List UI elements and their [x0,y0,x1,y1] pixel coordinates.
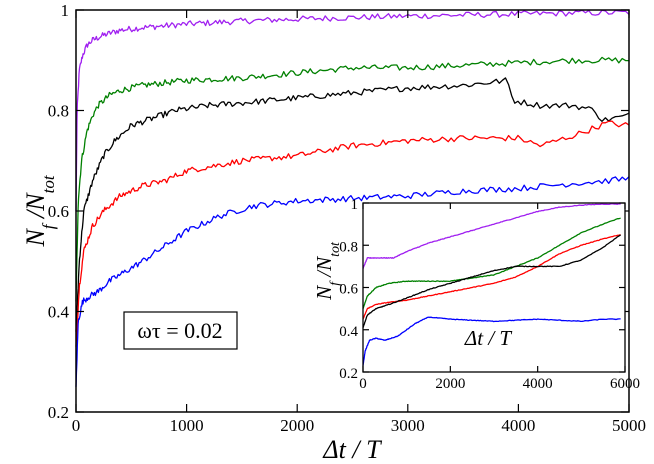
inset-y-tick-label: 0.6 [339,282,358,298]
annotation-label: ωτ = 0.02 [137,318,222,343]
main-y-label-base: N [21,228,50,248]
main-x-tick-label: 5000 [612,416,646,435]
main-series-blue [75,176,630,387]
inset-y-label-mid: /N [312,256,336,282]
inset-series-group [362,203,621,367]
main-y-tick-label: 0.8 [48,102,69,121]
inset-plot: 0 2000 4000 6000 0.2 0.4 0.6 0.8 1 Δt / T Nf /Nt… [312,197,640,392]
inset-series-blue [362,316,621,367]
inset-y-tick-label: 1 [351,197,359,213]
main-y-label-mid: /N [21,192,50,225]
main-plot: 0 1000 2000 3000 4000 5000 0.2 0.4 0.6 0.8 1 Δt / … [21,1,646,464]
main-series-green [75,56,630,302]
main-series-red [75,120,630,347]
main-series-purple [75,9,630,212]
main-y-label-sub1: f [39,222,58,229]
main-y-tick-label: 0.4 [48,303,70,322]
inset-y-label-sub1: f [328,280,343,286]
inset-y-tick-label: 0.8 [339,239,358,255]
main-x-tick-label: 3000 [391,416,425,435]
inset-y-tick-label: 0.2 [339,366,358,382]
main-x-tick-label: 4000 [501,416,535,435]
main-y-axis-label: Nf /Ntot [21,174,58,247]
inset-series-green [362,217,621,310]
main-y-tick-label: 0.2 [48,403,69,422]
inset-series-red [362,234,621,320]
inset-background [363,203,625,372]
inset-x-tick-label: 0 [359,376,367,392]
inset-series-purple [362,203,621,270]
inset-tick-group: 0 2000 4000 6000 0.2 0.4 0.6 0.8 1 [339,197,640,392]
inset-x-axis-label: Δt / T [464,326,512,350]
inset-y-label-base: N [312,285,336,301]
inset-y-axis-label: Nf /Ntot [312,241,343,301]
inset-x-tick-label: 6000 [610,376,640,392]
inset-y-tick-label: 0.4 [339,324,358,340]
inset-x-tick-label: 2000 [435,376,465,392]
main-tick-group: 0 1000 2000 3000 4000 5000 0.2 0.4 0.6 0.8 1 [48,1,646,435]
main-y-tick-label: 1 [61,1,70,20]
main-x-axis-label: Δt / T [322,435,382,464]
main-series-group [75,9,630,387]
inset-x-tick-label: 4000 [523,376,553,392]
inset-y-label-sub2: tot [328,241,343,257]
main-x-tick-label: 2000 [280,416,314,435]
main-series-black [75,77,630,332]
inset-series-black [362,234,621,329]
annotation-box [123,311,238,350]
main-y-tick-label: 0.6 [48,202,69,221]
main-x-tick-label: 1000 [170,416,204,435]
main-x-tick-label: 0 [72,416,81,435]
main-y-label-sub2: tot [39,174,58,193]
